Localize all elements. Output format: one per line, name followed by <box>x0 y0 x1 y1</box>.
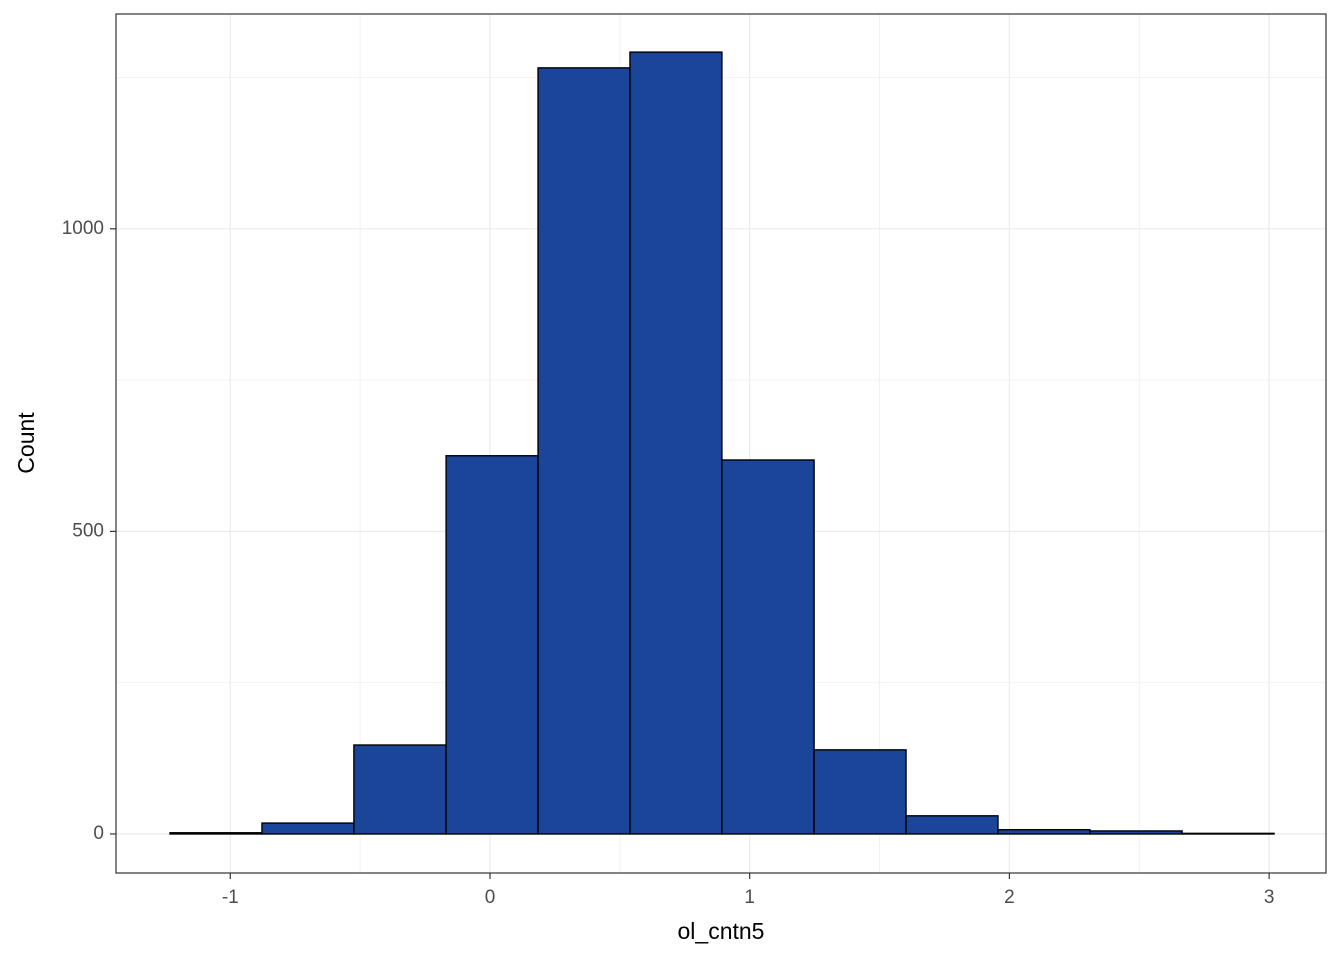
x-axis-title: ol_cntn5 <box>678 918 765 944</box>
bar <box>629 51 723 835</box>
y-tick-label: 0 <box>93 823 104 844</box>
bar <box>1181 832 1275 835</box>
y-tick-label: 500 <box>72 520 104 541</box>
y-tick-label: 1000 <box>62 218 104 239</box>
bars <box>169 51 1275 835</box>
bar <box>169 832 263 835</box>
y-axis-title: Count <box>13 412 39 474</box>
bar <box>721 459 815 835</box>
bar <box>813 749 907 835</box>
bar <box>1089 830 1183 835</box>
x-tick-label: -1 <box>222 887 239 908</box>
x-tick-label: 0 <box>485 887 496 908</box>
bar <box>905 815 999 835</box>
panel-border <box>115 13 1327 874</box>
bar <box>997 829 1091 835</box>
bar <box>353 744 447 835</box>
bar <box>445 455 539 835</box>
bar <box>537 67 631 835</box>
axes: -1 0 1 2 3 0 500 1000 <box>62 218 1275 908</box>
x-tick-label: 1 <box>744 887 755 908</box>
x-tick-label: 3 <box>1264 887 1275 908</box>
x-tick-label: 2 <box>1004 887 1015 908</box>
bar <box>261 822 355 835</box>
